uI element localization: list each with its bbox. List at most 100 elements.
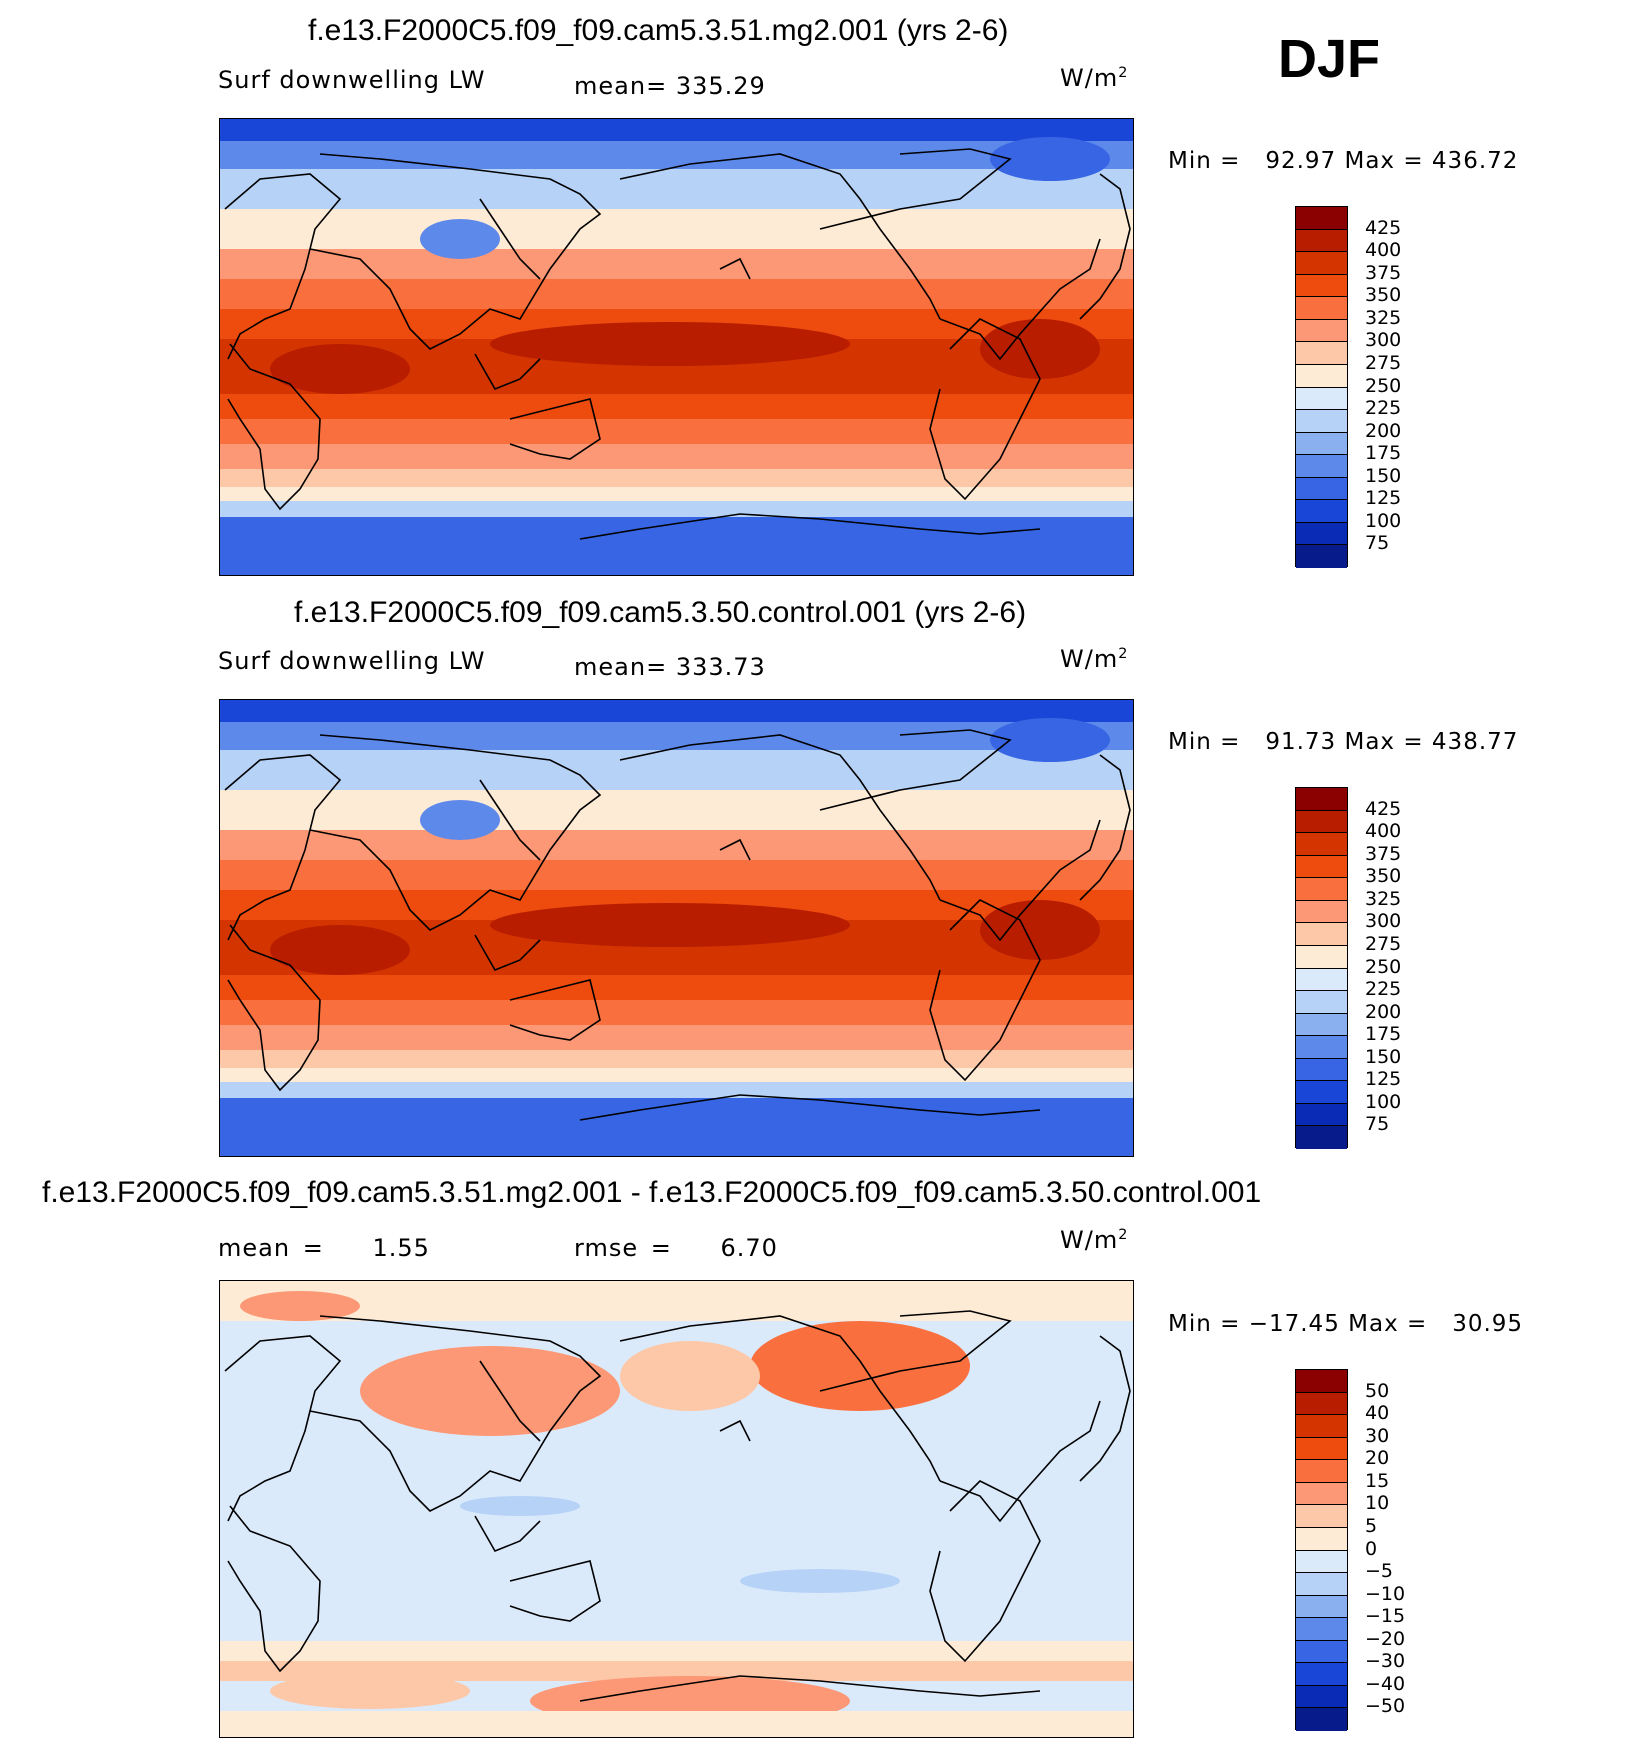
panel-2-colorbar-tick-label: 225 [1365, 978, 1402, 1001]
panel-1-colorbar-swatch [1296, 342, 1347, 365]
panel-1-colorbar-tick-label: 200 [1365, 419, 1402, 442]
panel-1-colorbar-tick-label: 75 [1365, 532, 1390, 555]
panel-3-colorbar-swatch [1296, 1663, 1347, 1686]
panel-3-colorbar-swatch [1296, 1685, 1347, 1709]
panel-3-colorbar-tick-label: −50 [1365, 1695, 1406, 1718]
panel-2-colorbar-tick-label: 300 [1365, 910, 1402, 933]
panel-2-colorbar-tick-label: 125 [1365, 1068, 1402, 1091]
panel-1-mean: mean= 335.29 [574, 72, 766, 100]
panel-3-colorbar-tick-label: −10 [1365, 1582, 1406, 1605]
panel-2-units-base: W/m [1060, 645, 1119, 673]
panel-2-colorbar-swatch [1296, 833, 1347, 856]
panel-2-colorbar-tick-label: 275 [1365, 932, 1402, 955]
panel-1-colorbar-swatch [1296, 432, 1347, 456]
panel-1-colorbar-swatch [1296, 387, 1347, 411]
panel-1-colorbar-swatch [1296, 522, 1347, 546]
panel-3-title: f.e13.F2000C5.f09_f09.cam5.3.51.mg2.001 … [42, 1176, 1262, 1209]
panel-2-colorbar-tick-label: 100 [1365, 1090, 1402, 1113]
panel-1-units-base: W/m [1060, 64, 1119, 92]
panel-2-colorbar-swatch [1296, 1013, 1347, 1037]
panel-2-colorbar-swatch [1296, 855, 1347, 879]
panel-1-colorbar-swatch [1296, 319, 1347, 343]
panel-3-colorbar-swatch [1296, 1415, 1347, 1438]
panel-2-variable: Surf downwelling LW [218, 647, 486, 675]
season-label: DJF [1278, 29, 1381, 89]
panel-1-colorbar-tick-label: 150 [1365, 464, 1402, 487]
panel-2-colorbar-tick-label: 375 [1365, 842, 1402, 865]
panel-1-colorbar-swatch [1296, 229, 1347, 253]
panel-2-colorbar-swatch [1296, 788, 1347, 811]
panel-3-rmse: rmse = 6.70 [574, 1234, 778, 1262]
panel-2-colorbar-swatch [1296, 1103, 1347, 1127]
panel-3-colorbar-tick-label: 5 [1365, 1514, 1378, 1537]
panel-2-colorbar-swatch [1296, 923, 1347, 946]
panel-2-colorbar-tick-label: 175 [1365, 1023, 1402, 1046]
panel-2-colorbar-tick-label: 75 [1365, 1113, 1390, 1136]
panel-3-colorbar-swatch [1296, 1370, 1347, 1393]
panel-3-colorbar-tick-label: 10 [1365, 1492, 1390, 1515]
panel-3-colorbar-swatch [1296, 1527, 1347, 1551]
panel-3-mean-label: mean = [218, 1234, 324, 1262]
panel-3-mean-value: 1.55 [372, 1234, 430, 1262]
panel-3-colorbar-tick-label: 30 [1365, 1424, 1390, 1447]
panel-3-colorbar-swatch [1296, 1550, 1347, 1574]
panel-2-mean-label: mean= [574, 653, 668, 681]
panel-1-map [219, 118, 1134, 576]
panel-2-colorbar-tick-label: 200 [1365, 1000, 1402, 1023]
panel-1-colorbar-tick-label: 125 [1365, 487, 1402, 510]
panel-1-colorbar-tick-label: 350 [1365, 284, 1402, 307]
panel-2-colorbar-swatch [1296, 991, 1347, 1014]
panel-1-units: W/m2 [1060, 64, 1128, 92]
panel-3-colorbar-tick-label: 0 [1365, 1537, 1378, 1560]
panel-2-colorbar-tick-label: 350 [1365, 865, 1402, 888]
panel-1-colorbar-tick-label: 300 [1365, 329, 1402, 352]
panel-1-mean-label: mean= [574, 72, 668, 100]
panel-2-colorbar-swatch [1296, 1036, 1347, 1059]
panel-2-colorbar-swatch [1296, 1058, 1347, 1082]
panel-3-colorbar-tick-label: −15 [1365, 1605, 1406, 1628]
panel-3-colorbar-swatch [1296, 1573, 1347, 1596]
panel-2-colorbar-tick-label: 400 [1365, 820, 1402, 843]
panel-1-colorbar [1295, 206, 1348, 568]
panel-3-colorbar-swatch [1296, 1708, 1347, 1731]
panel-2-colorbar-swatch [1296, 968, 1347, 992]
panel-3-colorbar-swatch [1296, 1437, 1347, 1461]
panel-2-colorbar-tick-label: 325 [1365, 887, 1402, 910]
panel-2-colorbar-tick-label: 250 [1365, 955, 1402, 978]
panel-3-units-base: W/m [1060, 1226, 1119, 1254]
panel-1-colorbar-tick-label: 325 [1365, 306, 1402, 329]
panel-2-colorbar-swatch [1296, 810, 1347, 834]
panel-1-colorbar-tick-label: 225 [1365, 397, 1402, 420]
panel-3-colorbar-swatch [1296, 1460, 1347, 1483]
panel-3-rmse-label: rmse = [574, 1234, 672, 1262]
panel-3-units-exp: 2 [1118, 1227, 1129, 1243]
panel-2-units-exp: 2 [1118, 646, 1129, 662]
panel-1-colorbar-tick-label: 100 [1365, 509, 1402, 532]
panel-3-colorbar [1295, 1369, 1348, 1731]
panel-1-colorbar-tick-label: 250 [1365, 374, 1402, 397]
panel-2-colorbar-swatch [1296, 1126, 1347, 1149]
panel-3-colorbar-tick-label: −40 [1365, 1672, 1406, 1695]
panel-3-colorbar-swatch [1296, 1505, 1347, 1528]
panel-3-rmse-value: 6.70 [720, 1234, 778, 1262]
panel-2-colorbar-tick-label: 425 [1365, 797, 1402, 820]
panel-2-minmax: Min = 91.73 Max = 438.77 [1168, 729, 1519, 755]
panel-1-mean-value: 335.29 [675, 72, 766, 100]
panel-1-colorbar-swatch [1296, 252, 1347, 275]
panel-3-colorbar-swatch [1296, 1595, 1347, 1619]
panel-3-colorbar-tick-label: 40 [1365, 1402, 1390, 1425]
panel-2-units: W/m2 [1060, 645, 1128, 673]
panel-1-colorbar-swatch [1296, 455, 1347, 478]
panel-3-colorbar-swatch [1296, 1482, 1347, 1506]
panel-3-colorbar-tick-label: 20 [1365, 1447, 1390, 1470]
panel-3-colorbar-tick-label: 15 [1365, 1469, 1390, 1492]
panel-1-minmax: Min = 92.97 Max = 436.72 [1168, 148, 1519, 174]
panel-1-colorbar-swatch [1296, 500, 1347, 523]
panel-1-colorbar-tick-label: 400 [1365, 239, 1402, 262]
panel-1-colorbar-tick-label: 375 [1365, 261, 1402, 284]
panel-1-title: f.e13.F2000C5.f09_f09.cam5.3.51.mg2.001 … [308, 14, 1009, 47]
panel-1-colorbar-swatch [1296, 364, 1347, 388]
panel-2-title: f.e13.F2000C5.f09_f09.cam5.3.50.control.… [294, 596, 1027, 629]
panel-1-colorbar-tick-label: 275 [1365, 351, 1402, 374]
panel-3-colorbar-tick-label: 50 [1365, 1379, 1390, 1402]
